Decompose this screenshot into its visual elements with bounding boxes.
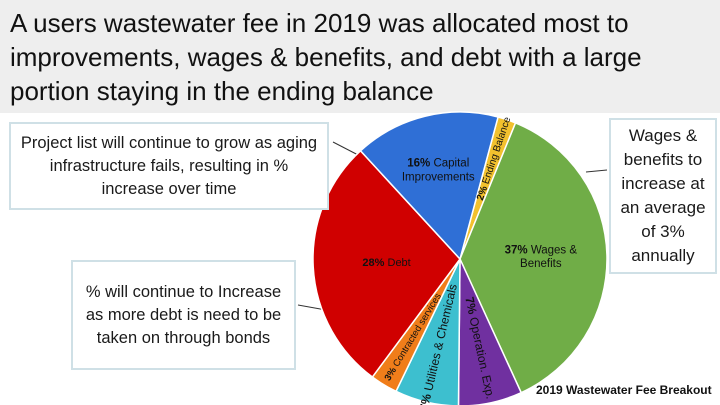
page-title: A users wastewater fee in 2019 was alloc… xyxy=(10,8,642,106)
callout-project-list: Project list will continue to grow as ag… xyxy=(9,122,329,210)
pie-slice-debt xyxy=(312,149,461,379)
pie-slice-wages-benefits xyxy=(459,121,608,394)
pie-slices xyxy=(312,111,608,405)
slice-label-capital-improvements: 16% Capital Improvements xyxy=(402,158,475,184)
chart-title: 2019 Wastewater Fee Breakout xyxy=(536,383,712,397)
slice-label-debt: 28% Debt xyxy=(362,257,410,269)
callout-wages: Wages & benefits to increase at an avera… xyxy=(609,118,717,274)
header-band: A users wastewater fee in 2019 was alloc… xyxy=(0,0,720,113)
slice-label-wages-benefits: 37% Wages & Benefits xyxy=(505,244,578,270)
pie-slice-capital-improvements xyxy=(359,111,499,261)
pie-slice-operation-exp- xyxy=(457,258,523,405)
callout-debt: % will continue to Increase as more debt… xyxy=(71,260,296,370)
connector-wages xyxy=(585,169,608,173)
